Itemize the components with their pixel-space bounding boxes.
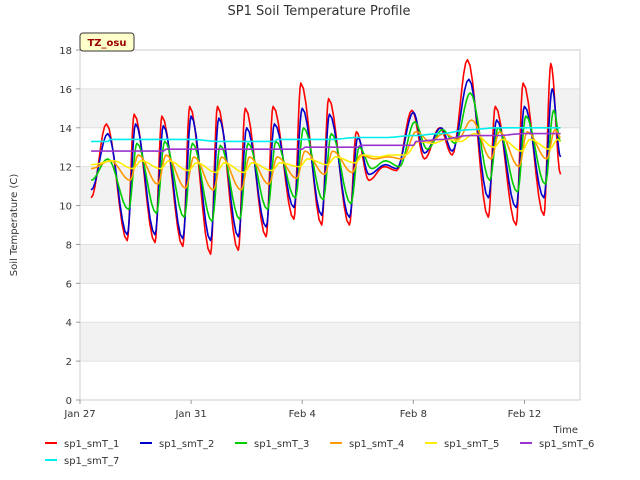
series-line-sp1-smT-5 <box>91 132 561 174</box>
y-tick-label: 12 <box>59 163 72 174</box>
y-tick-label: 14 <box>59 124 72 135</box>
legend-label: sp1_smT_4 <box>349 439 404 450</box>
legend-item-sp1-smT-5: sp1_smT_5 <box>425 439 499 450</box>
y-tick-label: 4 <box>66 318 72 329</box>
legend-item-sp1-smT-6: sp1_smT_6 <box>520 439 594 450</box>
plot-area-frame <box>79 49 581 401</box>
y-tick-label: 6 <box>66 279 72 290</box>
site-badge: TZ_osu <box>79 32 135 52</box>
grid-band <box>80 166 580 206</box>
grid-band <box>80 322 580 362</box>
x-tick-label: Feb 4 <box>289 409 316 420</box>
legend-label: sp1_smT_2 <box>159 439 214 450</box>
y-tick-label: 8 <box>66 240 72 251</box>
legend-item-sp1-smT-1: sp1_smT_1 <box>45 439 119 450</box>
legend-label: sp1_smT_1 <box>64 439 119 450</box>
y-tick-label: 10 <box>59 202 72 213</box>
x-tick-label: Feb 12 <box>508 409 542 420</box>
legend-label: sp1_smT_3 <box>254 439 309 450</box>
x-axis-label: Time <box>553 425 578 436</box>
y-axis-label: Soil Temperature (C) <box>9 174 20 277</box>
legend-item-sp1-smT-7: sp1_smT_7 <box>45 456 119 467</box>
x-tick-label: Jan 31 <box>174 409 206 420</box>
legend-item-sp1-smT-2: sp1_smT_2 <box>140 439 214 450</box>
legend-label: sp1_smT_5 <box>444 439 499 450</box>
legend-label: sp1_smT_6 <box>539 439 594 450</box>
site-badge-text: TZ_osu <box>87 38 126 49</box>
x-tick-label: Feb 8 <box>400 409 427 420</box>
grid-band <box>80 88 580 128</box>
series-line-sp1-smT-4 <box>91 119 561 191</box>
chart-title: SP1 Soil Temperature Profile <box>228 4 411 19</box>
legend: sp1_smT_1 sp1_smT_2 sp1_smT_3 sp1_smT_4 sp1_… <box>45 439 594 467</box>
series-line-sp1-smT-7 <box>91 127 561 143</box>
legend-item-sp1-smT-4: sp1_smT_4 <box>330 439 404 450</box>
x-tick-label: Jan 27 <box>63 409 95 420</box>
y-axis-ticks: 0 2 4 6 8 10 12 14 16 18 <box>59 46 80 407</box>
legend-item-sp1-smT-3: sp1_smT_3 <box>235 439 309 450</box>
y-tick-label: 18 <box>59 46 72 57</box>
series-line-sp1-smT-6 <box>91 132 561 152</box>
y-tick-label: 0 <box>66 396 72 407</box>
y-tick-label: 16 <box>59 85 72 96</box>
site-badge-box <box>79 32 135 52</box>
series-lines <box>90 58 562 255</box>
grid-band <box>80 244 580 284</box>
legend-label: sp1_smT_7 <box>64 456 119 467</box>
series-line-sp1-smT-3 <box>90 92 562 222</box>
x-axis-ticks: Jan 27 Jan 31 Feb 4 Feb 8 Feb 12 <box>63 400 541 420</box>
y-tick-label: 2 <box>66 357 72 368</box>
